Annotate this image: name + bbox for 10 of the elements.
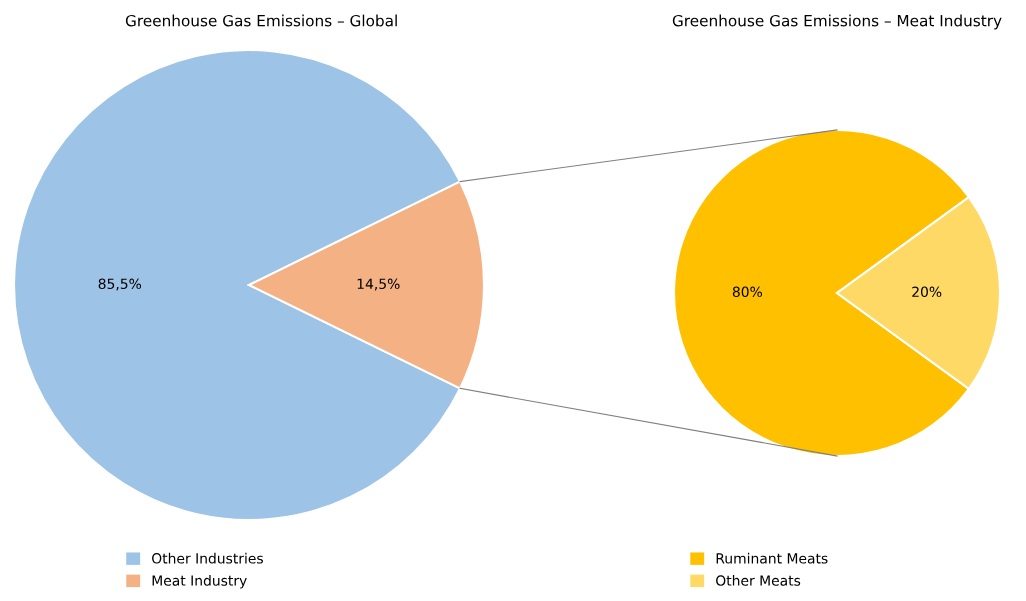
- data-label: 20%: [912, 286, 942, 298]
- legend-label: Meat Industry: [152, 575, 247, 589]
- legend-label: Ruminant Meats: [716, 552, 828, 564]
- chart-title: Greenhouse Gas Emissions – Meat Industry: [672, 14, 1002, 30]
- data-label: 14,5%: [357, 278, 400, 291]
- data-label: 85,5%: [98, 278, 142, 291]
- legend-label: Other Industries: [152, 552, 263, 564]
- chart-title: Greenhouse Gas Emissions – Global: [125, 14, 397, 27]
- data-label: 80%: [732, 286, 763, 298]
- legend-label: Other Meats: [716, 575, 801, 586]
